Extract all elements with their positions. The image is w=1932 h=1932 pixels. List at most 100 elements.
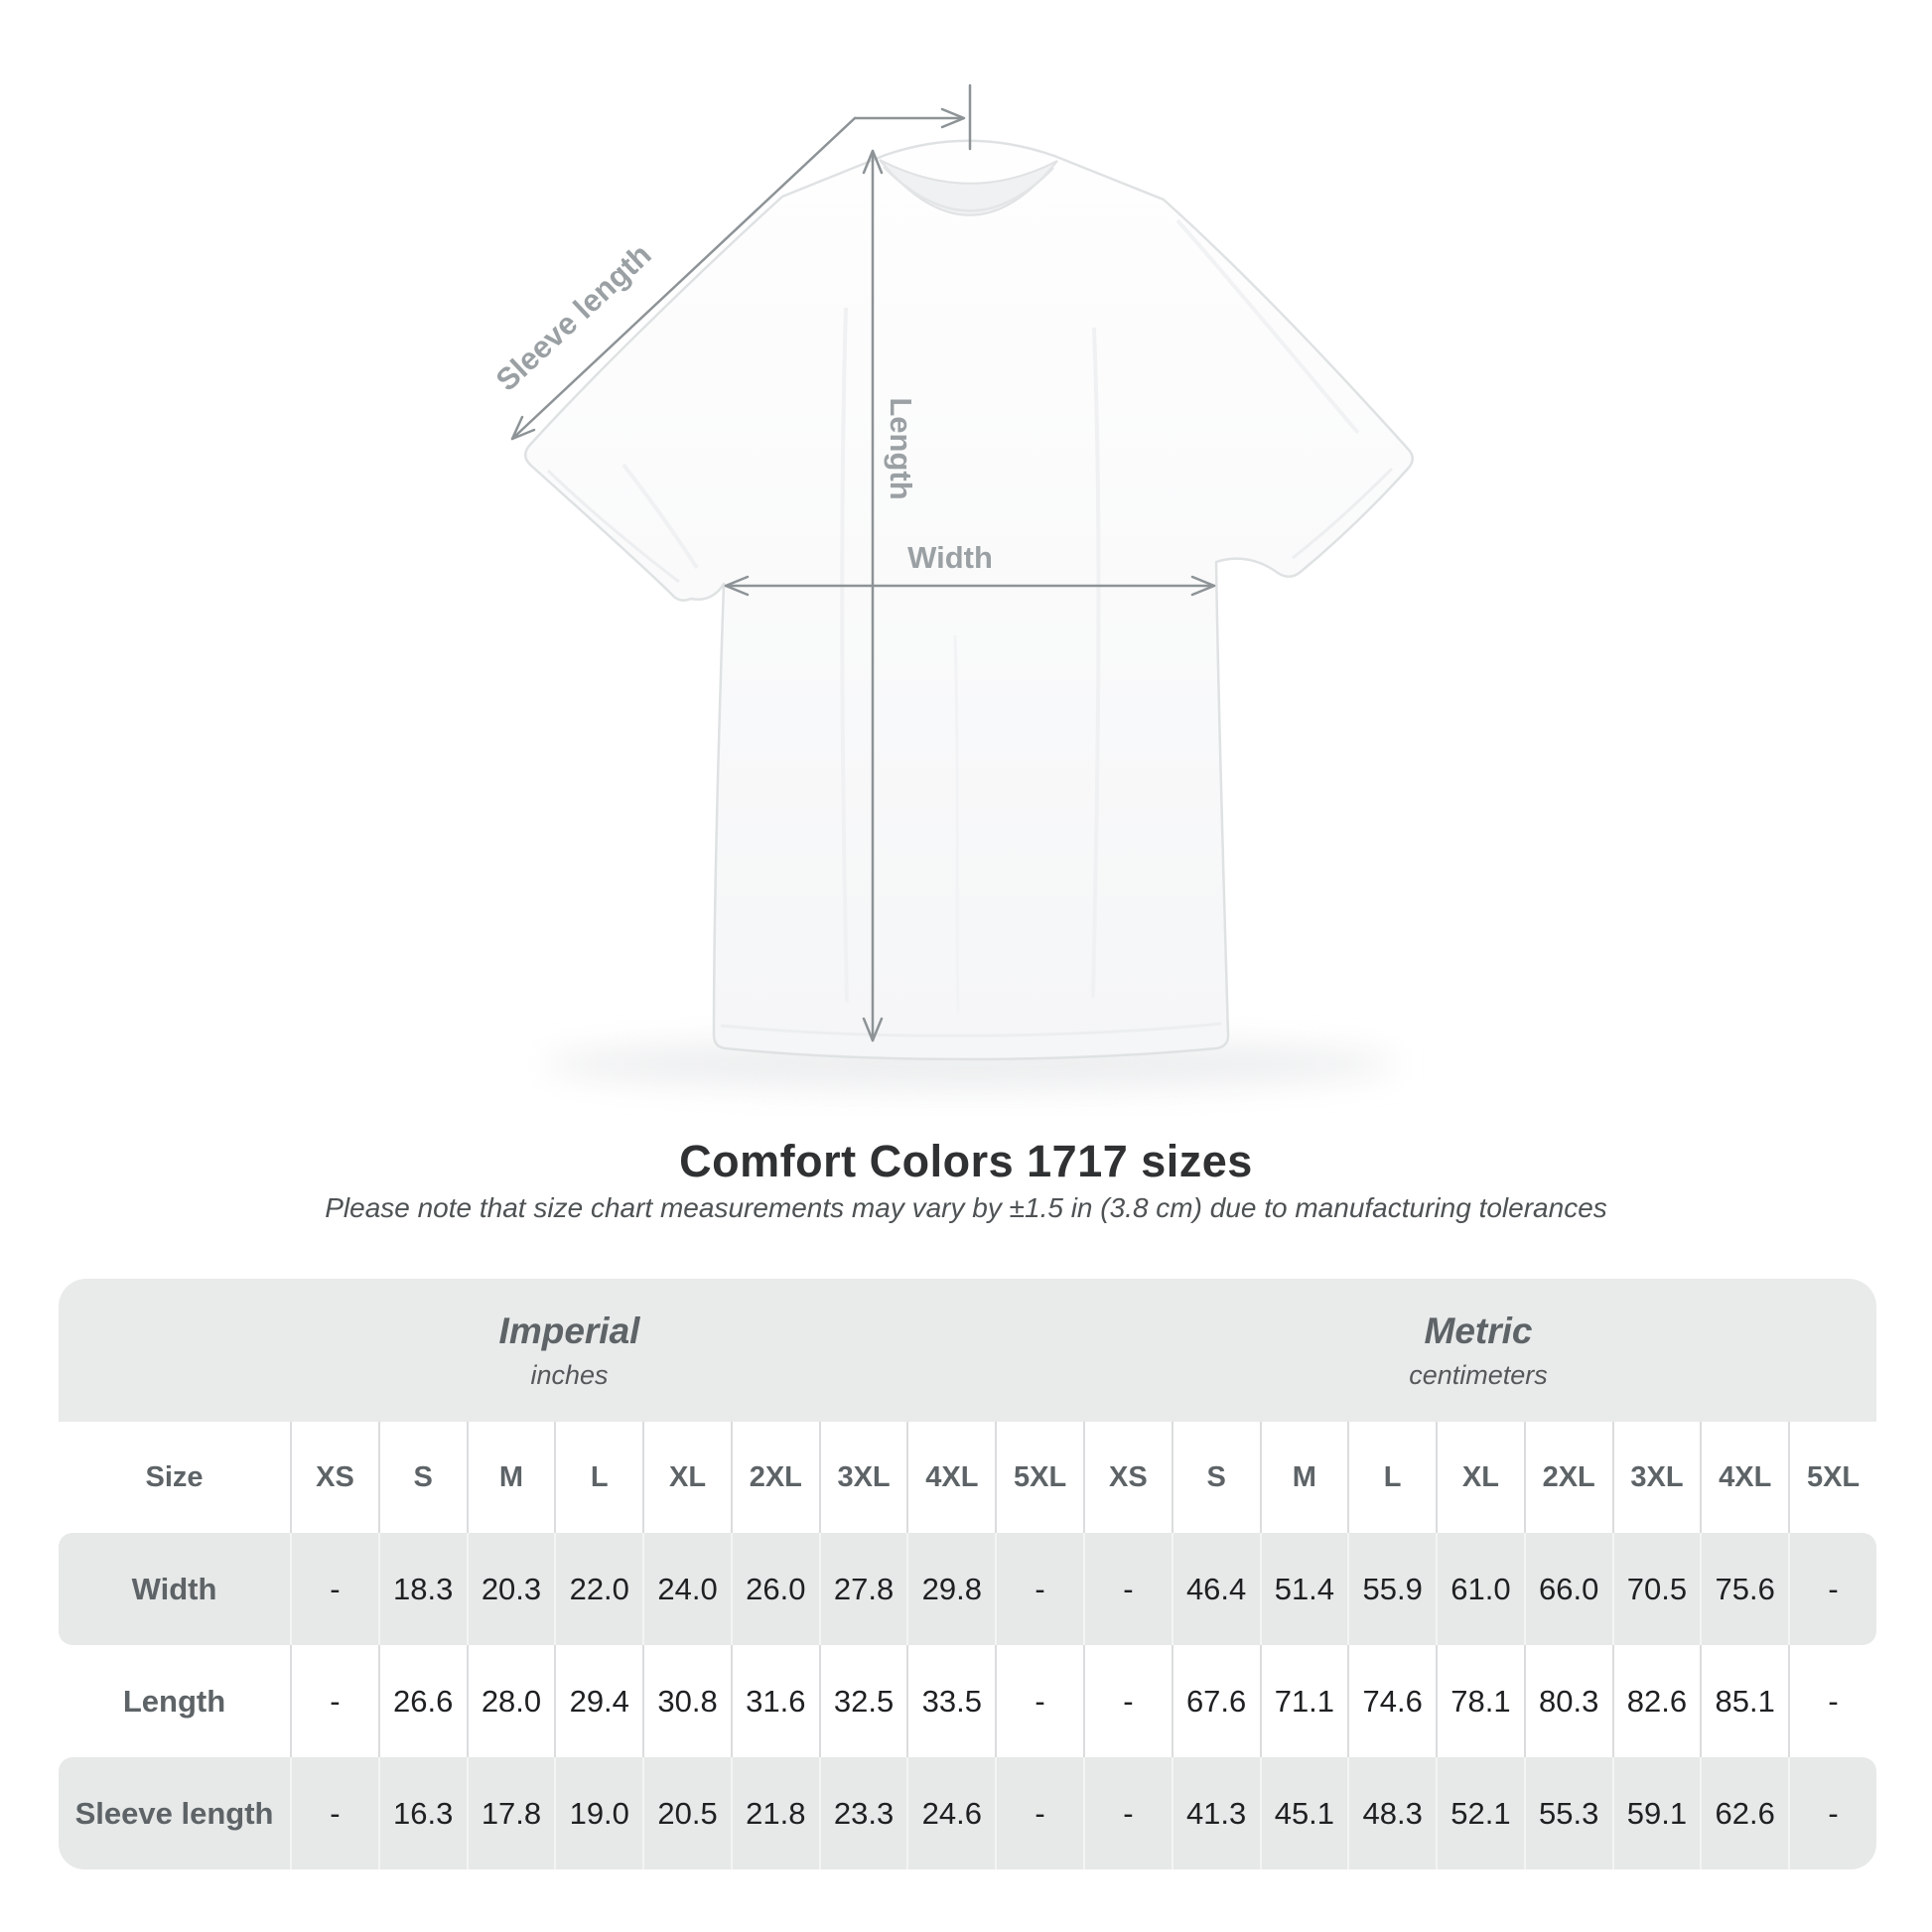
imperial-xl-value: 24.0 (642, 1533, 731, 1645)
width-row-label: Width (59, 1533, 291, 1645)
metric-2xl-value: 66.0 (1523, 1533, 1612, 1645)
metric-m-value: 51.4 (1259, 1533, 1348, 1645)
length-measure-label: Length (884, 397, 918, 500)
metric-m-value: 71.1 (1259, 1645, 1348, 1757)
size-header-metric-xl: XL (1436, 1422, 1524, 1533)
width-row: Width -18.3 20.3 22.0 24.0 26.0 27.8 29.8- -46.… (59, 1533, 1876, 1645)
size-chart-panel: Imperial inches Metric centimeters Size … (59, 1279, 1876, 1869)
imperial-l-value: 29.4 (554, 1645, 643, 1757)
page-title: Comfort Colors 1717 sizes (679, 1136, 1253, 1186)
right-shoulder-crease (1175, 218, 1360, 435)
size-header-imperial-m: M (466, 1422, 555, 1533)
measurement-lines (510, 83, 1216, 1042)
size-header-metric-3xl: 3XL (1611, 1422, 1701, 1533)
size-header-imperial-5xl: 5XL (995, 1422, 1083, 1533)
fold-line-1 (840, 307, 849, 1004)
imperial-5xl-value: - (995, 1533, 1083, 1645)
size-header-metric-4xl: 4XL (1700, 1422, 1789, 1533)
size-header-metric-s: S (1171, 1422, 1260, 1533)
size-header-imperial-s: S (377, 1422, 467, 1533)
metric-4xl-value: 85.1 (1700, 1645, 1789, 1757)
sleeve-length-arrow (510, 107, 966, 441)
metric-4xl-value: 62.6 (1700, 1757, 1789, 1869)
imperial-label: Imperial (498, 1310, 640, 1351)
sleeve-length-row: Sleeve length -16.3 17.8 19.0 20.5 21.8 23.3 2… (59, 1757, 1876, 1869)
unit-header-band: Imperial inches Metric centimeters (59, 1279, 1876, 1422)
size-header-metric-l: L (1347, 1422, 1437, 1533)
length-row-label: Length (59, 1645, 291, 1757)
imperial-5xl-value: - (995, 1757, 1083, 1869)
imperial-xl-value: 20.5 (642, 1757, 731, 1869)
size-header-imperial-xl: XL (642, 1422, 731, 1533)
imperial-5xl-value: - (995, 1645, 1083, 1757)
metric-xl-value: 78.1 (1436, 1645, 1524, 1757)
metric-label: Metric (1424, 1310, 1533, 1351)
imperial-xs-value: - (290, 1757, 378, 1869)
metric-xl-value: 61.0 (1436, 1533, 1524, 1645)
metric-l-value: 55.9 (1347, 1533, 1437, 1645)
length-arrow (862, 149, 884, 1042)
size-header-imperial-l: L (554, 1422, 643, 1533)
imperial-l-value: 19.0 (554, 1757, 643, 1869)
size-header-metric-2xl: 2XL (1523, 1422, 1612, 1533)
size-header-imperial-4xl: 4XL (906, 1422, 996, 1533)
metric-3xl-value: 59.1 (1611, 1757, 1701, 1869)
metric-unit-header: Metric centimeters (1080, 1279, 1876, 1422)
metric-s-value: 41.3 (1171, 1757, 1260, 1869)
fold-line-3 (953, 634, 960, 1014)
imperial-4xl-value: 33.5 (906, 1645, 996, 1757)
metric-s-value: 67.6 (1171, 1645, 1260, 1757)
imperial-s-value: 18.3 (377, 1533, 467, 1645)
metric-5xl-value: - (1788, 1757, 1876, 1869)
metric-2xl-value: 80.3 (1523, 1645, 1612, 1757)
imperial-unit: inches (530, 1359, 609, 1390)
metric-xl-value: 52.1 (1436, 1757, 1524, 1869)
imperial-3xl-value: 23.3 (818, 1757, 907, 1869)
metric-4xl-value: 75.6 (1700, 1533, 1789, 1645)
sleeve-length-row-label: Sleeve length (59, 1757, 291, 1869)
imperial-xl-value: 30.8 (642, 1645, 731, 1757)
imperial-s-value: 26.6 (377, 1645, 467, 1757)
fold-line-2 (1091, 327, 1101, 999)
right-cuff-stitch (1292, 467, 1394, 560)
metric-m-value: 45.1 (1259, 1757, 1348, 1869)
imperial-m-value: 17.8 (466, 1757, 555, 1869)
tolerance-note: Please note that size chart measurements… (325, 1192, 1607, 1223)
metric-3xl-value: 70.5 (1611, 1533, 1701, 1645)
size-header-metric-xs: XS (1082, 1422, 1172, 1533)
metric-5xl-value: - (1788, 1533, 1876, 1645)
hem-stitch (720, 1022, 1222, 1037)
size-header-imperial-xs: XS (290, 1422, 378, 1533)
metric-s-value: 46.4 (1171, 1533, 1260, 1645)
size-column-header: Size (59, 1422, 291, 1533)
width-measure-label: Width (907, 540, 993, 575)
metric-3xl-value: 82.6 (1611, 1645, 1701, 1757)
imperial-3xl-value: 32.5 (818, 1645, 907, 1757)
imperial-xs-value: - (290, 1533, 378, 1645)
metric-l-value: 48.3 (1347, 1757, 1437, 1869)
imperial-2xl-value: 26.0 (730, 1533, 819, 1645)
size-chart-table: Size XS S M L XL 2XL 3XL 4XL 5XL XS S M L XL 2XL 3XL 4XL… (59, 1422, 1876, 1869)
metric-unit: centimeters (1409, 1359, 1548, 1390)
collar-opening (879, 159, 1058, 216)
imperial-4xl-value: 29.8 (906, 1533, 996, 1645)
size-header-row: Size XS S M L XL 2XL 3XL 4XL 5XL XS S M L XL 2XL 3XL 4XL… (59, 1422, 1876, 1533)
metric-5xl-value: - (1788, 1645, 1876, 1757)
collar-rib-line (883, 166, 1054, 212)
imperial-3xl-value: 27.8 (818, 1533, 907, 1645)
metric-l-value: 74.6 (1347, 1645, 1437, 1757)
imperial-xs-value: - (290, 1645, 378, 1757)
size-header-imperial-2xl: 2XL (730, 1422, 819, 1533)
size-header-metric-m: M (1259, 1422, 1348, 1533)
size-header-metric-5xl: 5XL (1788, 1422, 1876, 1533)
tshirt-graphic (524, 139, 1414, 1061)
imperial-m-value: 20.3 (466, 1533, 555, 1645)
imperial-4xl-value: 24.6 (906, 1757, 996, 1869)
imperial-l-value: 22.0 (554, 1533, 643, 1645)
length-row: Length -26.6 28.0 29.4 30.8 31.6 32.5 33.5- -67… (59, 1645, 1876, 1757)
size-header-imperial-3xl: 3XL (818, 1422, 907, 1533)
imperial-unit-header: Imperial inches (59, 1279, 1080, 1422)
left-sleeve-crease (621, 463, 699, 570)
